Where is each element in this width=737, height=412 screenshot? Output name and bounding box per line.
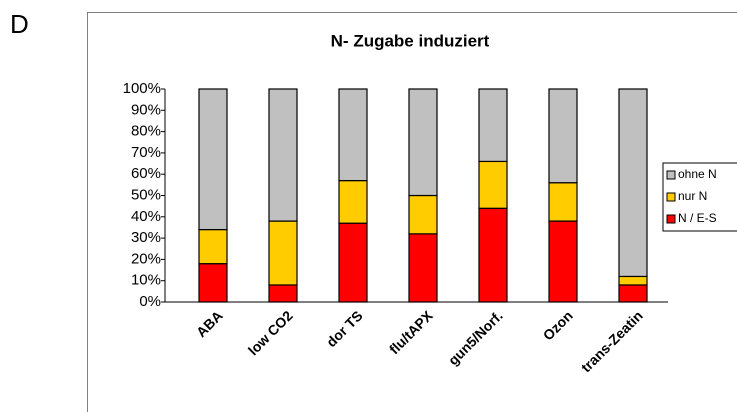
panel-label: D: [10, 9, 29, 39]
y-tick-label: 30%: [131, 229, 161, 246]
bar-segment: [618, 284, 648, 303]
bar-segment: [268, 88, 298, 222]
legend-label: ohne N: [678, 167, 717, 181]
bar-segment: [408, 194, 438, 235]
y-tick-label: 70%: [131, 144, 161, 161]
bar-segment: [478, 207, 508, 303]
legend-swatch: [666, 214, 676, 224]
x-tick-label: trans-Zeatin: [578, 307, 646, 375]
y-tick-label: 0%: [139, 293, 161, 310]
y-tick-label: 100%: [123, 80, 161, 97]
bar-segment: [618, 275, 648, 286]
legend-label: nur N: [678, 189, 707, 203]
bar-segment: [548, 220, 578, 303]
bar-segment: [338, 88, 368, 182]
y-tick-label: 90%: [131, 101, 161, 118]
bar-segment: [408, 88, 438, 197]
bar-segment: [268, 220, 298, 286]
bar-segment: [408, 233, 438, 303]
bar-segment: [478, 88, 508, 163]
bar-segment: [198, 88, 228, 231]
y-tick-label: 60%: [131, 165, 161, 182]
x-tick-label: Ozon: [540, 307, 576, 343]
y-tick-label: 40%: [131, 208, 161, 225]
bar-segment: [338, 179, 368, 224]
bar-segment: [268, 284, 298, 303]
x-tick-label: ABA: [193, 307, 226, 340]
y-tick-label: 20%: [131, 250, 161, 267]
bar-segment: [548, 88, 578, 184]
y-tick-label: 80%: [131, 123, 161, 140]
bar-segment: [548, 182, 578, 222]
x-tick-label: dor TS: [323, 307, 366, 350]
bar-segment: [478, 160, 508, 209]
x-tick-label: low CO2: [245, 307, 296, 358]
y-tick-label: 10%: [131, 272, 161, 289]
bar-segment: [338, 222, 368, 303]
y-tick-label: 50%: [131, 186, 161, 203]
legend-swatch: [666, 170, 676, 180]
legend-swatch: [666, 192, 676, 202]
bar-segment: [618, 88, 648, 278]
bar-segment: [198, 263, 228, 303]
x-tick-label: gun5/Norf.: [445, 307, 506, 368]
legend-label: N / E-S: [678, 211, 717, 225]
bar-segment: [198, 228, 228, 265]
x-tick-label: flu/tAPX: [386, 307, 436, 357]
chart-title: N- Zugabe induziert: [331, 31, 490, 50]
chart-frame: [87, 12, 737, 412]
